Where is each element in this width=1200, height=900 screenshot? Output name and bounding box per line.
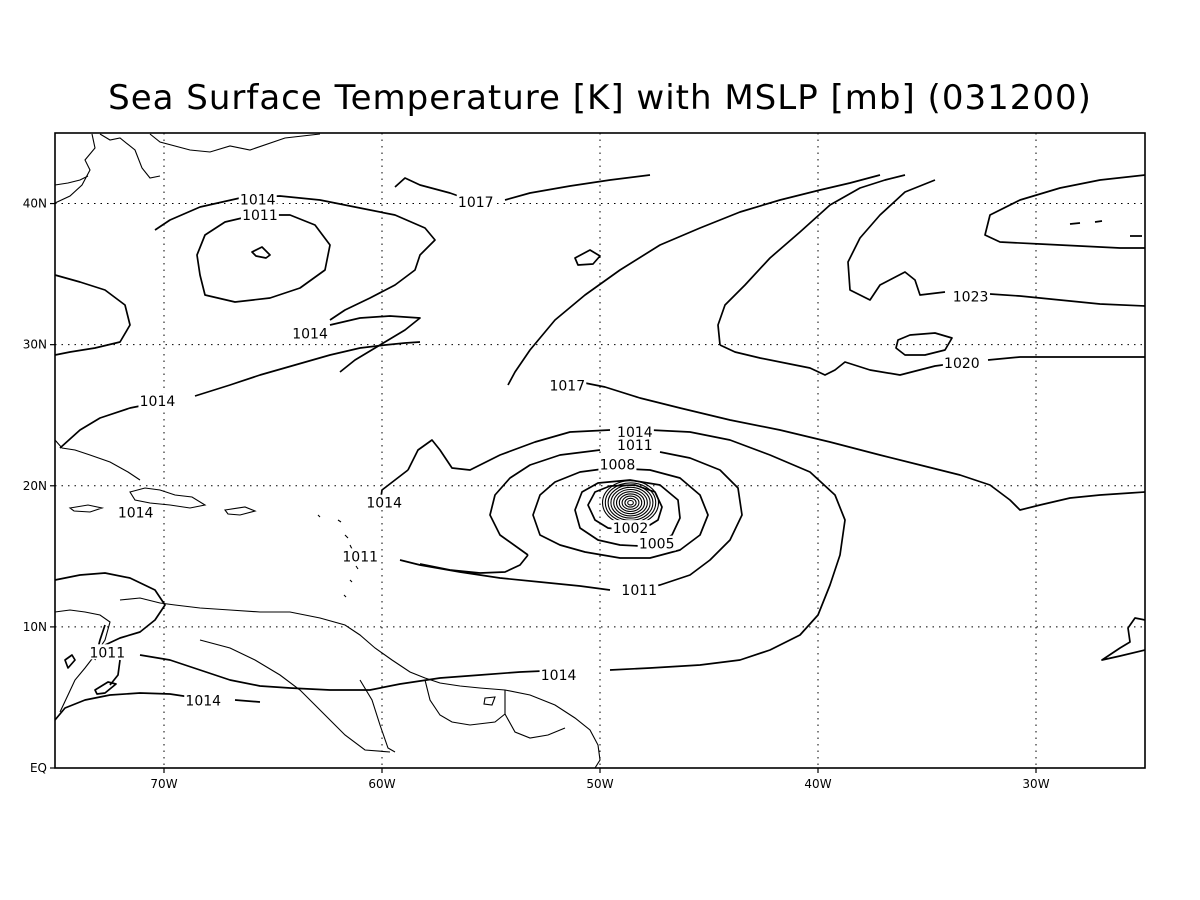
- contour-label-1014: 1014: [118, 506, 154, 522]
- map-title: Sea Surface Temperature [K] with MSLP [m…: [108, 78, 1092, 118]
- coastline-central-america: [54, 609, 111, 713]
- eye-ring-8: [624, 497, 637, 508]
- coastline-hispaniola: [129, 487, 207, 509]
- eye-ring-3: [610, 486, 651, 519]
- contour-1011-nw-low: [196, 214, 331, 303]
- contour-label-bg-4: [138, 393, 177, 409]
- contour-label-bg-18: [88, 644, 127, 660]
- x-tick-label-60W: 60W: [368, 777, 395, 791]
- coastline-south-america: [119, 597, 601, 769]
- contour-label-bg-17: [539, 666, 578, 682]
- eye-ring-9: [627, 499, 634, 506]
- contour-1011-caribbean-a: [64, 654, 76, 669]
- eye-ring-5: [615, 491, 646, 515]
- x-tick-label-70W: 70W: [150, 777, 177, 791]
- contour-label-1017: 1017: [549, 379, 585, 395]
- contour-1008-nw-center: [251, 246, 271, 259]
- contour-1014-left-bottom: [54, 692, 261, 721]
- island-guadeloupe-area: [483, 696, 496, 706]
- eye-ring-4: [613, 488, 648, 517]
- contour-label-1014: 1014: [541, 668, 577, 684]
- contour-1020: [717, 174, 1145, 376]
- contour-label-bg-3: [291, 325, 330, 341]
- contour-1014-west: [54, 274, 131, 356]
- contour-label-bg-8: [615, 424, 654, 440]
- contour-label-1014: 1014: [240, 192, 276, 208]
- contour-label-1014: 1014: [185, 693, 221, 709]
- contour-label-bg-14: [365, 494, 404, 510]
- contour-label-bg-6: [951, 288, 990, 304]
- contour-1011-east: [1101, 617, 1146, 661]
- contour-1020-small: [895, 332, 953, 356]
- border-colombia: [199, 639, 391, 753]
- contour-label-bg-2: [456, 194, 495, 210]
- contour-1026: [984, 174, 1146, 249]
- coastline-nova-scotia: [149, 133, 321, 153]
- contour-label-1002: 1002: [613, 521, 649, 537]
- border-venezuela-guyana: [424, 679, 506, 726]
- contour-label-1014: 1014: [292, 326, 328, 342]
- y-tick-label-EQ: EQ: [30, 761, 47, 775]
- y-tick-label-40N: 40N: [23, 197, 47, 211]
- contour-label-1008: 1008: [600, 458, 636, 474]
- eye-ring-1: [604, 482, 657, 524]
- contour-label-bg-10: [598, 456, 637, 472]
- contour-1011-hurricane: [399, 449, 743, 591]
- contour-label-bg-7: [942, 355, 981, 371]
- coastline-puerto-rico: [224, 506, 257, 516]
- contour-label-1005: 1005: [639, 537, 675, 553]
- contour-label-1011: 1011: [621, 583, 657, 599]
- contour-label-bg-11: [611, 520, 650, 536]
- cyclone-eye-rings: [601, 480, 660, 526]
- eye-ring-2: [607, 484, 654, 521]
- contour-isolated-1017: [574, 249, 601, 266]
- contour-label-1023: 1023: [953, 290, 989, 306]
- eye-ring-6: [618, 493, 643, 513]
- x-tick-label-40W: 40W: [804, 777, 831, 791]
- contour-label-bg-13: [620, 582, 659, 598]
- axis-tick-labels: 70W 60W 50W 40W 30W EQ 10N 20N 30N 40N: [23, 197, 1050, 791]
- contour-label-1014: 1014: [140, 394, 176, 410]
- contour-1014-nw-low: [154, 195, 436, 373]
- y-tick-label-10N: 10N: [23, 620, 47, 634]
- coastline-jamaica: [68, 504, 105, 513]
- contour-1014-band: [59, 341, 421, 449]
- y-tick-label-30N: 30N: [23, 338, 47, 352]
- contour-1008-hurricane: [532, 467, 709, 559]
- contour-label-1011: 1011: [342, 549, 378, 565]
- contour-label-bg-0: [238, 191, 277, 207]
- contour-1017-south: [559, 381, 1146, 511]
- contour-label-1011: 1011: [617, 438, 653, 454]
- contour-1017-main: [507, 174, 881, 386]
- contour-1014-sw: [54, 572, 166, 646]
- contour-label-bg-19: [184, 692, 223, 708]
- contour-1023: [847, 179, 1146, 307]
- y-tick-label-20N: 20N: [23, 479, 47, 493]
- contour-label-bg-5: [548, 377, 587, 393]
- eye-ring-7: [621, 495, 640, 510]
- coastline-cuba: [54, 439, 141, 481]
- contour-label-bg-16: [341, 548, 380, 564]
- contour-label-bg-1: [240, 206, 279, 222]
- contour-labels: 1014101110171014101410171023102010141011…: [88, 191, 990, 709]
- contour-label-1017: 1017: [458, 195, 494, 211]
- contour-1017-top: [394, 174, 651, 201]
- border-guyana-suriname: [504, 690, 566, 739]
- border-colombia-venezuela: [359, 679, 396, 753]
- contour-1014-hurricane: [139, 429, 846, 691]
- contour-label-bg-12: [637, 535, 676, 551]
- contour-1026-inner: [1069, 220, 1142, 237]
- contour-label-1014: 1014: [366, 496, 402, 512]
- contour-label-bg-9: [615, 436, 654, 452]
- contour-1011-caribbean-b: [94, 681, 117, 695]
- x-tick-label-50W: 50W: [586, 777, 613, 791]
- contour-label-bg-15: [116, 504, 155, 520]
- contour-label-1011: 1011: [89, 645, 125, 661]
- contour-label-1011: 1011: [242, 208, 278, 224]
- coastline-new-england: [54, 133, 161, 204]
- contour-label-1020: 1020: [944, 356, 980, 372]
- mslp-contours: [54, 174, 1146, 721]
- x-tick-label-30W: 30W: [1022, 777, 1049, 791]
